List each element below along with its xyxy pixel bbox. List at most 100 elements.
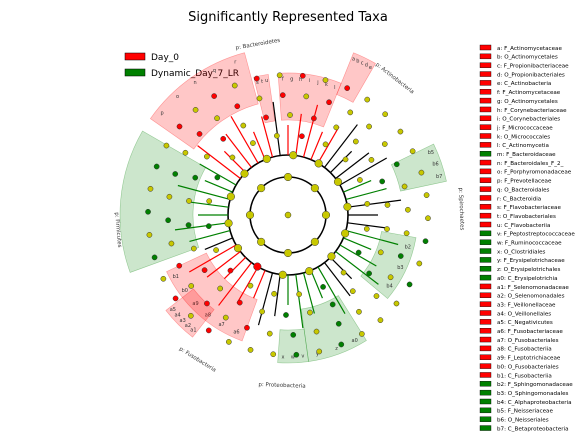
key-label: a8: C_Fusobacteriia xyxy=(497,347,552,353)
taxon-node-58 xyxy=(201,267,208,273)
legend-label-day-0: Day_0 xyxy=(151,53,179,63)
taxon-node-42 xyxy=(311,115,317,122)
clade-label: b3 xyxy=(397,265,403,271)
key-label: l: C_Actinomycetia xyxy=(497,143,549,149)
taxon-node-102 xyxy=(382,111,389,118)
taxon-node-4 xyxy=(283,248,293,258)
key-label: r: C_Bacteroidia xyxy=(497,196,541,202)
taxon-node-45 xyxy=(368,157,375,163)
taxon-node-131 xyxy=(192,106,199,113)
clade-sector-8 xyxy=(166,252,258,342)
taxon-node-17 xyxy=(233,244,243,253)
branch-31 xyxy=(206,251,241,278)
key-label: j: F_Micrococcaceae xyxy=(496,125,553,131)
key-label: w: F_Ruminococcaceae xyxy=(497,241,562,247)
clade-label: a7 xyxy=(218,322,224,328)
branch-32 xyxy=(188,244,237,273)
clade-label: g xyxy=(290,77,293,83)
key-label: b5: F_Neisseriaceae xyxy=(497,409,553,415)
clade-label: b1 xyxy=(173,274,179,280)
taxon-node-21 xyxy=(262,154,271,163)
taxon-node-90 xyxy=(165,217,171,224)
taxon-node-116 xyxy=(293,351,300,358)
key-swatch xyxy=(479,230,492,237)
taxon-node-77 xyxy=(387,274,394,281)
clade-shading: p o n q r s t u f g h i j k l a b c d e b5 b6 b7 b2 b3 b4 a0 z y vwx a… xyxy=(119,52,447,364)
taxon-node-33 xyxy=(247,282,254,289)
legend-swatch-day-0 xyxy=(124,52,146,61)
branch-39 xyxy=(204,180,233,193)
taxon-node-24 xyxy=(342,156,349,163)
taxon-node-122 xyxy=(172,295,179,302)
clade-label: u xyxy=(265,78,268,84)
branch-47 xyxy=(272,101,281,156)
key-label: a9: F_Leptotrichiaceae xyxy=(497,356,561,362)
taxon-node-26 xyxy=(364,201,371,207)
key-swatch xyxy=(479,62,492,68)
taxon-node-100 xyxy=(344,85,351,91)
clade-label: r xyxy=(234,59,237,65)
key-label: b: O_Actinomycetales xyxy=(497,55,558,61)
taxon-node-127 xyxy=(147,185,154,192)
branch-22 xyxy=(302,272,315,314)
branch-6 xyxy=(330,150,353,173)
clade-label: a4 xyxy=(174,313,180,319)
key-label: i: O_Corynebacteriales xyxy=(497,117,560,123)
key-label: m: F_Bacteroidaceae xyxy=(497,152,556,158)
taxon-node-0 xyxy=(283,172,293,182)
clade-label: z xyxy=(335,346,338,352)
key-label: n: F_Bacteroidales_F_2_ xyxy=(497,161,564,167)
taxon-node-95 xyxy=(214,115,220,122)
branch-23 xyxy=(295,274,304,329)
taxon-node-108 xyxy=(422,238,429,245)
clade-sector-1 xyxy=(253,74,276,124)
taxon-node-30 xyxy=(320,284,326,290)
taxon-node-91 xyxy=(166,193,173,200)
taxon-node-32 xyxy=(271,290,277,297)
clade-label: a3 xyxy=(180,318,186,324)
clade-label: a9 xyxy=(192,301,198,307)
branch-15 xyxy=(343,237,372,250)
taxon-node-128 xyxy=(153,163,160,170)
branch-1 xyxy=(295,113,302,156)
branch-37 xyxy=(186,201,229,208)
key-swatch xyxy=(479,80,492,86)
taxon-node-59 xyxy=(190,245,197,252)
key-swatch xyxy=(479,372,492,378)
taxon-node-38 xyxy=(214,174,221,181)
clade-label: b6 xyxy=(432,162,438,168)
taxon-node-1 xyxy=(310,184,319,193)
phylum-label: p: Bacteroidetes xyxy=(235,38,281,52)
taxon-node-119 xyxy=(225,339,232,345)
taxon-node-120 xyxy=(205,327,212,334)
branch-13 xyxy=(347,222,390,229)
key-swatch xyxy=(479,53,492,60)
clade-label: b5 xyxy=(428,150,434,156)
key-label: z: O_Erysipelotrichales xyxy=(497,267,560,273)
branch-41 xyxy=(197,145,241,179)
key-swatch xyxy=(479,212,492,219)
key-swatch xyxy=(479,239,492,245)
taxon-node-11 xyxy=(343,202,352,211)
key-swatch xyxy=(479,71,492,77)
taxon-node-71 xyxy=(381,141,388,147)
branch-34 xyxy=(189,229,231,242)
taxon-node-78 xyxy=(373,293,380,299)
key-swatch xyxy=(479,115,492,122)
key-swatch xyxy=(479,221,492,228)
taxon-node-49 xyxy=(377,249,384,256)
taxon-node-110 xyxy=(406,281,413,288)
key-label: b7: C_Betaproteobacteria xyxy=(497,426,569,432)
key-swatch xyxy=(479,177,492,183)
clade-label: o xyxy=(176,94,179,100)
key-swatch xyxy=(479,425,492,431)
taxon-node-76 xyxy=(397,253,404,259)
taxon-node-79 xyxy=(356,308,362,315)
taxon-node-8 xyxy=(289,151,298,160)
key-label: h: F_Corynebacteriaceae xyxy=(497,108,567,114)
taxa-key: a: F_Actinomycetaceae b: O_Actinomycetale… xyxy=(479,44,575,432)
key-swatch xyxy=(479,354,492,360)
key-label: a5: C_Negativicutes xyxy=(497,320,553,326)
key-label: a3: F_Veillonellaceae xyxy=(497,302,556,308)
clade-sector-6 xyxy=(300,295,367,362)
